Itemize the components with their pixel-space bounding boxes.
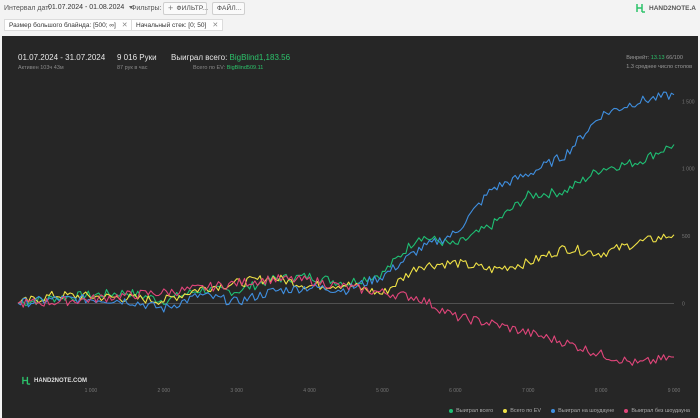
- series-line-1: [17, 233, 675, 305]
- add-filter-button[interactable]: + ФИЛЬТР...: [163, 2, 209, 15]
- x-tick-label: 4 000: [303, 388, 316, 394]
- date-range-value: 01.07.2024 - 01.08.2024: [48, 4, 125, 11]
- ev-value: BigBlind509.11: [226, 65, 264, 71]
- winrate-stat: Винрейт: 13.13 66/100 1.3 среднее число …: [626, 54, 692, 72]
- chevron-down-icon: [129, 6, 134, 9]
- active-time: Активен 103ч 43м: [18, 65, 64, 71]
- y-tick-label: 1 500: [682, 99, 695, 105]
- y-tick-label: 0: [682, 301, 685, 307]
- date-range-select[interactable]: 01.07.2024 - 01.08.2024: [48, 4, 134, 11]
- series-line-0: [17, 144, 675, 307]
- date-range-label: Интервал дат:: [4, 5, 51, 12]
- active-filters: Размер большого блайнда: [500; ∞] ✕ Нача…: [0, 18, 700, 32]
- tables-count: 1.3 среднее число столов: [626, 64, 692, 70]
- close-icon[interactable]: ✕: [212, 22, 219, 29]
- legend-dot-icon: [624, 409, 629, 413]
- watermark: HAND2NOTE.COM: [22, 376, 87, 385]
- logo-text: HAND2NOTE.A: [649, 4, 696, 12]
- chart-legend: Выиграл всего Всего по EV Выиграл на шоуда…: [449, 408, 690, 414]
- legend-label: Всего по EV: [510, 408, 542, 414]
- hand2note-logo-icon: [636, 4, 646, 13]
- x-tick-label: 5 000: [376, 388, 389, 394]
- period-stat: 01.07.2024 - 31.07.2024 Активен 103ч 43м: [18, 53, 105, 71]
- won-total-label: Выиграл всего:: [171, 53, 228, 62]
- plus-icon: +: [168, 3, 174, 13]
- legend-label: Выиграл без шоудауна: [631, 408, 690, 414]
- filter-bar: Интервал дат: 01.07.2024 - 01.08.2024 Фи…: [0, 0, 700, 17]
- period-value: 01.07.2024 - 31.07.2024: [18, 53, 106, 62]
- filter-chip-bigblind[interactable]: Размер большого блайнда: [500; ∞] ✕: [4, 19, 133, 31]
- x-tick-label: 8 000: [595, 388, 608, 394]
- legend-item-3[interactable]: Выиграл без шоудауна: [624, 408, 690, 414]
- winrate-ratio: 66/100: [666, 55, 683, 61]
- legend-dot-icon: [551, 409, 556, 413]
- results-panel: 01.07.2024 - 31.07.2024 Активен 103ч 43м…: [2, 36, 698, 418]
- y-tick-label: 500: [682, 234, 691, 240]
- x-tick-label: 9 000: [668, 388, 681, 394]
- legend-item-0[interactable]: Выиграл всего: [449, 408, 493, 414]
- y-tick-label: 1 000: [682, 167, 695, 173]
- file-button-label: ФАЙЛ...: [217, 5, 242, 12]
- close-icon[interactable]: ✕: [121, 22, 128, 29]
- series-line-3: [17, 274, 675, 366]
- filters-label: Фильтры:: [131, 5, 162, 12]
- hand2note-logo-icon: [22, 376, 31, 385]
- x-tick-label: 7 000: [522, 388, 535, 394]
- x-tick-label: 2 000: [158, 388, 171, 394]
- winrate-value: 13.13: [650, 55, 665, 61]
- hands-value: 9 016 Руки: [117, 53, 157, 62]
- legend-dot-icon: [503, 409, 508, 413]
- file-button[interactable]: ФАЙЛ...: [212, 2, 245, 15]
- x-tick-label: 3 000: [230, 388, 243, 394]
- x-tick-label: 6 000: [449, 388, 462, 394]
- ev-label: Всего по EV:: [193, 65, 226, 71]
- app-logo: HAND2NOTE.A: [636, 3, 696, 13]
- legend-item-1[interactable]: Всего по EV: [503, 408, 541, 414]
- legend-dot-icon: [449, 409, 454, 413]
- profit-chart: 1 000 2 000 3 000 4 000 5 000 6 000 7 000 8 000…: [17, 91, 695, 394]
- legend-label: Выиграл на шоудауне: [558, 408, 615, 414]
- won-stat: Выиграл всего: BigBlind1,183.56 Всего по…: [171, 53, 290, 71]
- watermark-text: HAND2NOTE.COM: [34, 377, 88, 384]
- legend-item-2[interactable]: Выиграл на шоудауне: [551, 408, 614, 414]
- series-line-2: [17, 91, 675, 313]
- filter-chip-stack[interactable]: Начальный стек: [0; 50] ✕: [131, 19, 224, 31]
- filter-chip-label: Размер большого блайнда: [500; ∞]: [9, 21, 116, 29]
- hands-rate: 87 рук в час: [117, 65, 148, 71]
- won-total-value: BigBlind1,183.56: [229, 53, 291, 62]
- add-filter-label: ФИЛЬТР...: [176, 5, 209, 12]
- filter-chip-label: Начальный стек: [0; 50]: [136, 21, 207, 29]
- hands-stat: 9 016 Руки 87 рук в час: [117, 53, 157, 71]
- x-tick-label: 1 000: [85, 388, 98, 394]
- winrate-label: Винрейт:: [626, 55, 650, 61]
- legend-label: Выиграл всего: [456, 408, 494, 414]
